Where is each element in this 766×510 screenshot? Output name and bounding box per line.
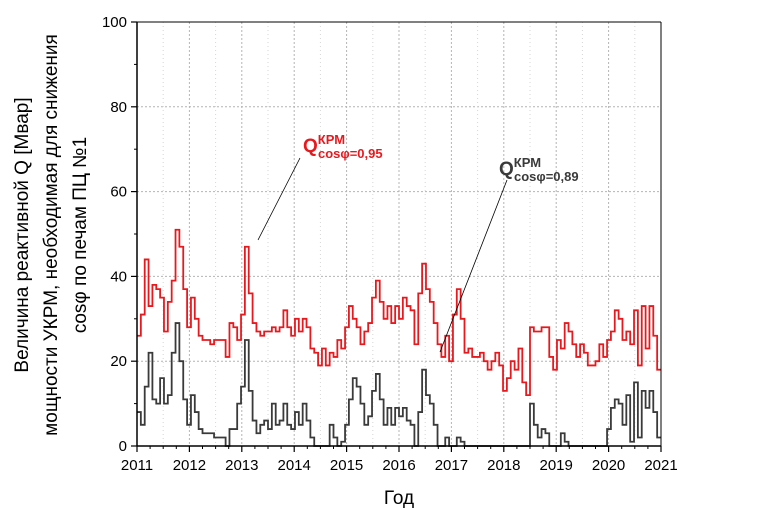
y-axis-title-line: мощности УКРМ, необходимая для снижения bbox=[41, 34, 62, 436]
x-axis-title: Год bbox=[384, 488, 414, 509]
annotation-095-sup: КРМ bbox=[318, 132, 345, 147]
labels: 2011 2012 2013 2014 2015 2016 2017 2018 2019 2020… bbox=[12, 14, 678, 509]
y-tick-label: 0 bbox=[119, 438, 127, 455]
series-layer bbox=[137, 228, 661, 447]
x-tick-label: 2016 bbox=[382, 457, 415, 474]
annotation-095-leader bbox=[257, 157, 301, 241]
y-tick-label: 100 bbox=[102, 14, 127, 31]
x-tick-label: 2018 bbox=[487, 457, 520, 474]
x-tick-label: 2017 bbox=[435, 457, 468, 474]
annotation-095-main: Q bbox=[303, 136, 318, 157]
annotation-089-main: Q bbox=[499, 159, 514, 180]
annotation-095: QКРМ cosφ=0,95 bbox=[303, 132, 383, 161]
axes bbox=[131, 21, 662, 452]
annotation-089-sup: КРМ bbox=[514, 155, 541, 170]
x-tick-label: 2011 bbox=[121, 457, 153, 474]
x-tick-label: 2012 bbox=[173, 457, 206, 474]
y-tick-label: 80 bbox=[110, 99, 127, 116]
x-tick-label: 2021 bbox=[644, 457, 677, 474]
annotation-089-leader bbox=[439, 179, 508, 353]
y-tick-label: 60 bbox=[110, 184, 127, 201]
y-axis-title-line: cosφ по печам ПЦ №1 bbox=[70, 137, 91, 333]
x-tick-label: 2015 bbox=[330, 457, 363, 474]
x-tick-label: 2019 bbox=[540, 457, 573, 474]
y-axis-title-line: Величина реактивной Q [Мвар] bbox=[12, 97, 33, 372]
x-tick-label: 2014 bbox=[278, 457, 311, 474]
grid bbox=[137, 22, 661, 446]
series-line-2 bbox=[137, 322, 661, 447]
x-tick-label: 2020 bbox=[592, 457, 625, 474]
x-tick-label: 2013 bbox=[225, 457, 258, 474]
y-tick-label: 40 bbox=[110, 268, 127, 285]
annotation-089: QКРМ cosφ=0,89 bbox=[499, 155, 579, 184]
y-tick-label: 20 bbox=[110, 353, 127, 370]
annotation-089-sub: cosφ=0,89 bbox=[514, 169, 579, 184]
annotation-095-sub: cosφ=0,95 bbox=[318, 146, 383, 161]
series-line-1 bbox=[137, 228, 661, 397]
